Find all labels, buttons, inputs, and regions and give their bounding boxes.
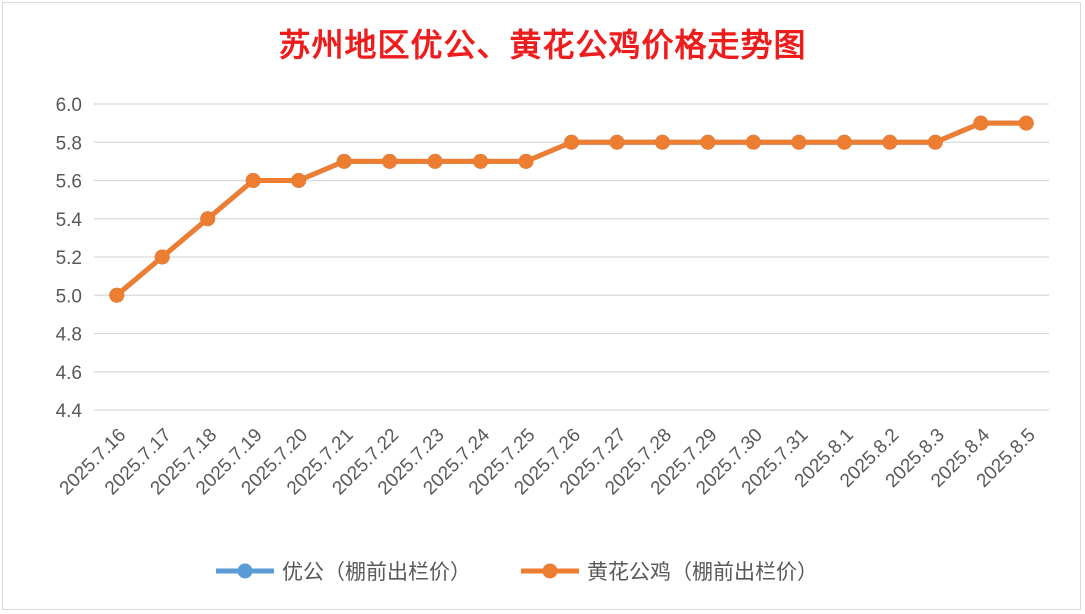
y-tick-label: 5.4: [56, 210, 83, 231]
data-point: [427, 153, 443, 169]
y-tick-label: 4.6: [56, 363, 82, 384]
legend-swatch-marker: [542, 563, 558, 579]
data-point: [382, 153, 398, 169]
y-tick-label: 5.2: [56, 248, 82, 269]
data-point: [109, 287, 125, 303]
data-point: [291, 173, 307, 188]
data-point: [700, 134, 716, 150]
legend-label: 黄花公鸡（棚前出栏价）: [587, 560, 818, 584]
y-tick-label: 5.6: [56, 172, 82, 193]
data-point: [245, 173, 261, 188]
data-point: [609, 134, 625, 150]
data-point: [745, 134, 761, 150]
y-tick-label: 4.8: [56, 325, 82, 346]
data-point: [927, 134, 943, 150]
y-tick-label: 5.0: [56, 286, 82, 307]
data-point: [791, 134, 807, 150]
gridlines: [94, 103, 1049, 411]
data-point: [200, 211, 216, 227]
data-point: [336, 153, 352, 169]
data-point: [473, 153, 489, 169]
data-point: [882, 134, 898, 150]
y-axis-ticks: 4.4 4.6 4.8 5.0 5.2 5.4 5.6 5.8 6.0: [56, 95, 83, 422]
y-tick-label: 5.8: [56, 133, 82, 154]
chart-title: 苏州地区优公、黄花公鸡价格走势图: [278, 26, 807, 64]
series-layer: [109, 115, 1034, 303]
y-tick-label: 4.4: [56, 401, 83, 422]
data-point: [654, 134, 670, 150]
data-point: [154, 249, 170, 265]
x-axis-ticks: 2025.7.162025.7.172025.7.182025.7.192025…: [56, 424, 1040, 499]
data-point: [1018, 115, 1034, 131]
data-point: [836, 134, 852, 150]
y-tick-label: 6.0: [56, 95, 82, 116]
legend: 优公（棚前出栏价） 黄花公鸡（棚前出栏价）: [216, 560, 818, 584]
data-point: [564, 134, 579, 150]
legend-swatch-marker: [237, 563, 253, 579]
data-point: [973, 115, 989, 131]
data-point: [518, 153, 534, 169]
legend-label: 优公（棚前出栏价）: [282, 560, 471, 584]
